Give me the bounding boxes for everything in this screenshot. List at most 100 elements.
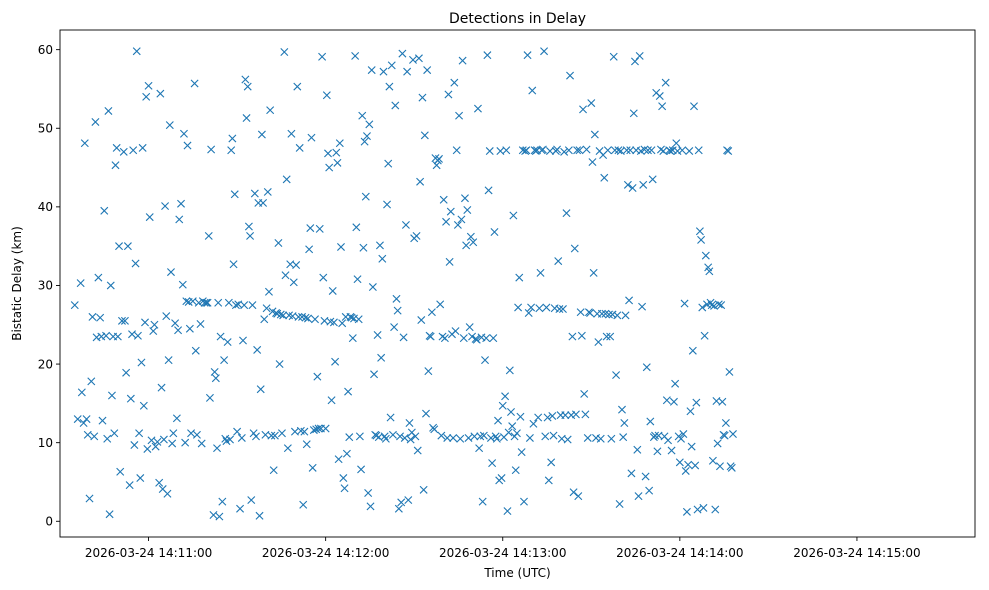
data-point (307, 133, 316, 142)
data-point (512, 429, 521, 438)
data-point (107, 391, 116, 400)
data-point (615, 500, 624, 508)
data-point (445, 257, 454, 266)
data-point (247, 496, 256, 505)
data-point (178, 280, 187, 289)
data-point (399, 333, 408, 342)
data-point (529, 419, 538, 428)
data-point (151, 442, 160, 451)
data-point (717, 301, 726, 310)
data-point (525, 433, 534, 442)
data-point (94, 273, 103, 282)
data-point (289, 278, 298, 287)
data-point (564, 146, 573, 155)
data-point (360, 137, 369, 146)
data-point (603, 146, 612, 155)
data-point (594, 338, 603, 347)
data-point (300, 427, 309, 436)
data-point (721, 419, 730, 428)
data-point (183, 141, 192, 150)
data-point (443, 433, 452, 442)
data-point (90, 432, 99, 441)
data-point (314, 424, 323, 433)
data-point (76, 279, 85, 288)
data-point (482, 334, 491, 343)
data-point (590, 130, 599, 139)
data-point (573, 146, 582, 155)
data-point (256, 385, 265, 394)
data-point (577, 331, 586, 340)
data-point (605, 310, 613, 319)
data-point (359, 243, 368, 252)
data-point (125, 481, 134, 490)
data-point (377, 353, 386, 362)
data-point (535, 304, 544, 313)
data-point (453, 220, 462, 229)
data-point (387, 61, 396, 70)
data-point (643, 146, 652, 155)
data-point (384, 159, 393, 168)
data-point (470, 432, 479, 441)
data-point (100, 206, 109, 215)
data-point (509, 211, 518, 220)
data-point (105, 510, 114, 519)
x-tick-label: 2026-03-24 14:13:00 (439, 546, 566, 560)
data-point (339, 474, 348, 483)
data-point (216, 332, 225, 341)
data-point (237, 433, 246, 442)
data-point (568, 332, 577, 341)
data-point (123, 242, 132, 251)
data-point (229, 260, 238, 269)
data-point (165, 121, 174, 130)
data-point (446, 207, 455, 216)
data-point (214, 298, 223, 307)
data-point (277, 429, 286, 438)
data-point (628, 184, 637, 192)
data-point (119, 147, 128, 156)
data-point (544, 476, 553, 485)
data-point (503, 507, 512, 516)
data-point (213, 444, 222, 453)
data-point (110, 429, 119, 438)
data-point (498, 401, 507, 410)
data-point (188, 297, 197, 306)
data-point (516, 412, 525, 421)
data-point (450, 78, 459, 87)
data-point (142, 92, 151, 101)
chart-title: Detections in Delay (449, 11, 586, 27)
y-tick-label: 40 (38, 200, 53, 214)
data-point (383, 200, 392, 209)
data-point (515, 273, 524, 282)
data-point (306, 224, 315, 233)
data-point (344, 387, 353, 396)
data-point (436, 300, 445, 309)
data-point (210, 367, 219, 376)
data-point (504, 428, 513, 437)
data-point (192, 430, 201, 439)
data-point (502, 146, 511, 155)
data-point (227, 146, 236, 155)
data-point (576, 308, 585, 317)
data-point (157, 383, 166, 392)
data-point (338, 319, 347, 328)
data-point (409, 55, 417, 64)
data-point (540, 47, 549, 56)
data-point (269, 466, 278, 475)
data-point (240, 301, 249, 310)
data-point (130, 441, 139, 450)
data-point (332, 148, 341, 157)
data-point (264, 287, 273, 296)
data-point (416, 177, 425, 186)
data-point (294, 312, 303, 321)
data-point (618, 405, 626, 414)
data-point (687, 442, 696, 451)
data-point (318, 52, 327, 61)
data-point (231, 301, 240, 310)
data-point (353, 275, 362, 284)
data-point (583, 433, 592, 442)
data-point (85, 494, 94, 503)
data-point (88, 312, 97, 321)
data-point (372, 431, 381, 440)
data-point (553, 145, 562, 154)
data-point (459, 334, 468, 343)
